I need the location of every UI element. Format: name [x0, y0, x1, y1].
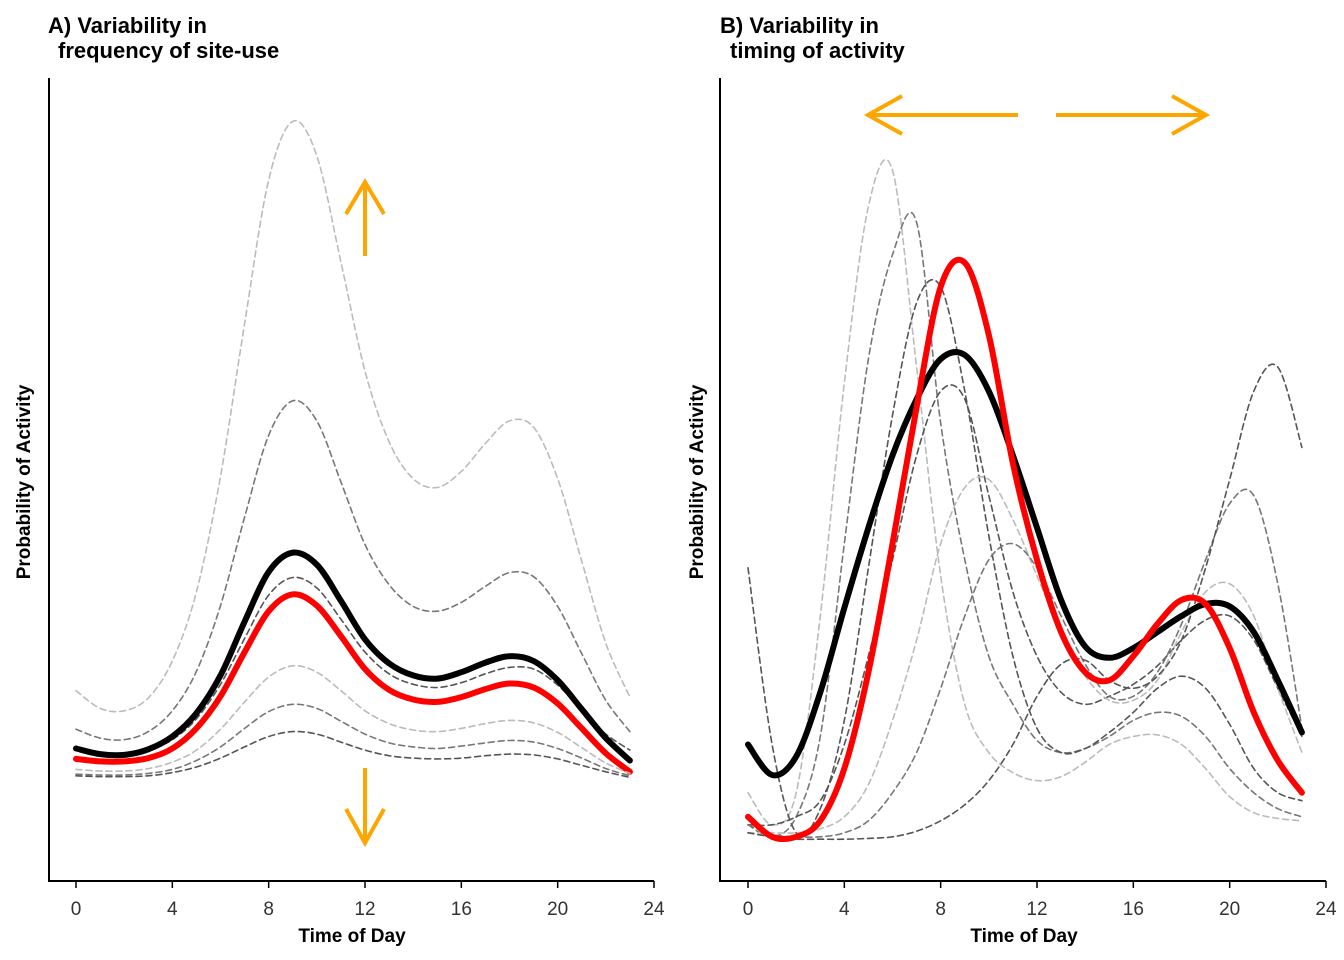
down-arrow	[344, 768, 386, 848]
panel-b-series-line-1	[747, 211, 1303, 838]
panel-a-axes	[48, 78, 654, 882]
panel-b-series-line-6	[747, 363, 1303, 841]
panel-b-axes	[719, 78, 1326, 882]
panel-b-series-line-8	[745, 256, 1305, 843]
panel-a-series-line-5	[75, 664, 631, 775]
x-tick-label: 16	[451, 899, 472, 920]
panel-a-series-line-6	[75, 703, 631, 777]
x-tick-label: 0	[743, 899, 754, 920]
panel-b-series-line-4	[747, 476, 1303, 834]
panel-a-series-line-7	[75, 730, 631, 779]
x-tick-label: 4	[839, 899, 850, 920]
panel-a-x-axis-label: Time of Day	[298, 926, 406, 947]
up-arrow	[344, 178, 386, 256]
x-tick-label: 24	[643, 899, 665, 920]
panel-b-title-line1: B) Variability in	[720, 13, 879, 38]
x-tick-label: 8	[263, 899, 274, 920]
panel-a-series-line-0	[75, 119, 631, 713]
panel-b-series-line-3	[747, 384, 1303, 827]
panel-a-x-ticks: 0 4 8 12 16 20 24	[71, 881, 665, 920]
x-tick-label: 4	[167, 899, 178, 920]
panel-b-y-axis-label: Probability of Activity	[687, 384, 708, 579]
panel-a-series	[73, 119, 633, 779]
x-tick-label: 20	[1219, 899, 1240, 920]
panel-b-series	[745, 158, 1305, 843]
x-tick-label: 16	[1123, 899, 1144, 920]
x-tick-label: 12	[354, 899, 375, 920]
panel-a-title-line1: A) Variability in	[48, 13, 207, 38]
x-tick-label: 20	[547, 899, 568, 920]
panel-b-series-line-7	[745, 349, 1305, 779]
panel-b-series-line-2	[747, 278, 1303, 837]
x-tick-label: 12	[1026, 899, 1047, 920]
right-arrow	[1056, 94, 1211, 136]
panel-a: A) Variability in frequency of site-use …	[14, 13, 665, 947]
panel-a-series-line-3	[73, 549, 633, 764]
panel-b-title-line2: timing of activity	[730, 38, 906, 63]
x-tick-label: 24	[1315, 899, 1337, 920]
panel-a-series-line-1	[75, 399, 631, 741]
panel-a-series-line-2	[75, 576, 631, 756]
panel-b-series-line-5	[747, 488, 1303, 839]
x-tick-label: 8	[935, 899, 946, 920]
x-tick-label: 0	[71, 899, 82, 920]
panel-b-x-axis-label: Time of Day	[970, 926, 1078, 947]
panel-b-x-ticks: 0 4 8 12 16 20 24	[743, 881, 1337, 920]
panel-b-series-line-0	[747, 158, 1303, 826]
panel-a-title-line2: frequency of site-use	[58, 38, 279, 63]
panel-a-series-line-4	[73, 591, 633, 775]
panel-b: B) Variability in timing of activity Pro…	[687, 13, 1337, 947]
left-arrow	[863, 94, 1018, 136]
panel-a-y-axis-label: Probability of Activity	[14, 384, 35, 579]
